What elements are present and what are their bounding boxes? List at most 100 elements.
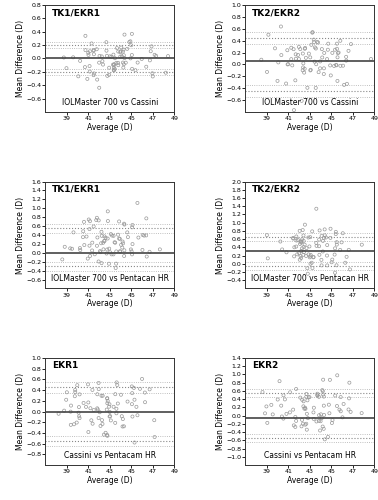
Point bbox=[98, 240, 104, 248]
Point bbox=[121, 60, 127, 68]
Point bbox=[98, 248, 104, 256]
Point bbox=[325, 46, 331, 54]
Point bbox=[110, 232, 116, 240]
Point bbox=[91, 406, 97, 414]
Point bbox=[297, 252, 304, 260]
Point bbox=[84, 232, 90, 240]
Point bbox=[304, 396, 310, 404]
Point bbox=[288, 44, 294, 52]
Point bbox=[314, 38, 320, 46]
Point bbox=[106, 244, 112, 252]
Point bbox=[309, 228, 315, 235]
Point bbox=[81, 399, 87, 407]
Point bbox=[334, 372, 340, 380]
Point bbox=[259, 388, 265, 396]
Point bbox=[299, 422, 305, 430]
Point bbox=[333, 62, 339, 70]
Point bbox=[119, 52, 125, 60]
Point bbox=[329, 49, 335, 57]
Y-axis label: Mean Difference (D): Mean Difference (D) bbox=[15, 373, 25, 450]
Point bbox=[77, 390, 83, 398]
Point bbox=[98, 228, 104, 236]
Point bbox=[318, 256, 324, 264]
Point bbox=[135, 199, 141, 207]
Point bbox=[322, 232, 328, 239]
Point bbox=[265, 30, 271, 38]
Point bbox=[264, 419, 270, 427]
Point bbox=[99, 57, 105, 65]
Point bbox=[327, 62, 333, 70]
Point bbox=[276, 377, 282, 385]
Point bbox=[294, 250, 300, 258]
Point bbox=[308, 251, 314, 259]
Point bbox=[320, 422, 326, 430]
Point bbox=[280, 414, 287, 422]
Point bbox=[121, 46, 127, 54]
Point bbox=[348, 408, 354, 416]
Point bbox=[121, 51, 127, 59]
X-axis label: Average (D): Average (D) bbox=[287, 476, 333, 484]
Point bbox=[275, 396, 281, 404]
Point bbox=[129, 30, 135, 38]
Point bbox=[332, 268, 338, 276]
Point bbox=[87, 217, 93, 225]
Point bbox=[288, 55, 294, 63]
Point bbox=[109, 232, 115, 239]
Point bbox=[85, 428, 91, 436]
Point bbox=[127, 38, 133, 46]
Point bbox=[141, 232, 147, 239]
Point bbox=[119, 238, 125, 246]
Point bbox=[124, 398, 130, 406]
Point bbox=[322, 226, 328, 234]
Point bbox=[302, 45, 308, 53]
Point bbox=[121, 220, 127, 228]
Point bbox=[114, 44, 120, 52]
Point bbox=[321, 49, 327, 57]
Point bbox=[316, 417, 322, 425]
Point bbox=[90, 386, 96, 394]
Point bbox=[299, 416, 305, 424]
Point bbox=[316, 236, 322, 244]
Point bbox=[264, 231, 270, 239]
Point bbox=[129, 389, 135, 397]
Point bbox=[87, 252, 93, 260]
Point bbox=[291, 422, 297, 430]
Point bbox=[62, 243, 68, 251]
Point bbox=[359, 409, 365, 417]
Point bbox=[126, 38, 132, 46]
Point bbox=[297, 394, 303, 402]
Point bbox=[332, 392, 338, 400]
Point bbox=[144, 252, 150, 260]
Point bbox=[106, 402, 112, 410]
Point bbox=[82, 63, 88, 71]
Point bbox=[72, 388, 78, 396]
Point bbox=[101, 246, 107, 254]
Point bbox=[291, 252, 297, 260]
Point bbox=[307, 66, 313, 74]
Point bbox=[326, 409, 332, 417]
Point bbox=[296, 43, 302, 51]
Point bbox=[307, 393, 313, 401]
Text: Cassini vs Pentacam HR: Cassini vs Pentacam HR bbox=[264, 450, 356, 460]
Point bbox=[102, 234, 108, 242]
Point bbox=[117, 52, 123, 60]
Point bbox=[307, 252, 313, 260]
Point bbox=[275, 58, 281, 66]
Point bbox=[101, 237, 107, 245]
Point bbox=[127, 54, 133, 62]
Point bbox=[153, 52, 159, 60]
Point bbox=[90, 420, 96, 428]
Point bbox=[310, 264, 316, 272]
Point bbox=[129, 224, 135, 232]
Point bbox=[106, 71, 112, 79]
Point bbox=[340, 229, 346, 237]
Point bbox=[313, 84, 319, 92]
Point bbox=[121, 30, 127, 38]
Point bbox=[98, 422, 104, 430]
Point bbox=[319, 45, 325, 53]
Point bbox=[324, 262, 330, 270]
Point bbox=[129, 400, 135, 408]
Point bbox=[83, 403, 89, 411]
Point bbox=[107, 400, 113, 408]
Point bbox=[92, 250, 98, 258]
